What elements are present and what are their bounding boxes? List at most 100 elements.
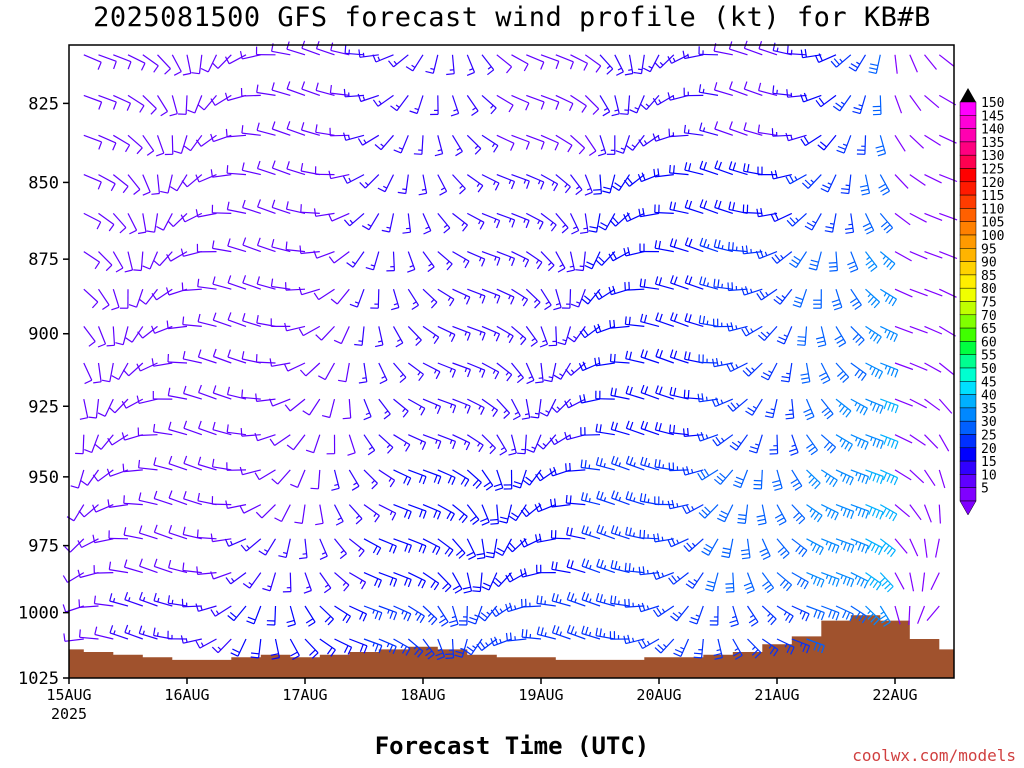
wind-barb xyxy=(156,95,169,117)
wind-barb xyxy=(713,239,733,253)
wind-barb xyxy=(342,174,365,184)
wind-barb xyxy=(256,276,276,290)
wind-barb xyxy=(525,362,535,385)
wind-barb xyxy=(540,212,557,232)
wind-barb xyxy=(269,434,291,446)
wind-barb xyxy=(271,121,291,136)
wind-barb xyxy=(334,538,347,560)
wind-barb xyxy=(348,572,367,590)
wind-barb xyxy=(806,638,825,654)
wind-barb xyxy=(758,82,778,96)
wind-barb xyxy=(693,638,704,659)
wind-barb xyxy=(817,134,837,151)
wind-barb xyxy=(393,638,411,656)
wind-barb xyxy=(490,605,512,617)
wind-barb xyxy=(195,209,217,218)
wind-barb xyxy=(654,276,674,290)
colorbar-swatch xyxy=(959,234,977,249)
wind-barb xyxy=(342,399,352,420)
wind-barb xyxy=(168,455,188,471)
wind-barb xyxy=(758,326,778,341)
wind-barb xyxy=(875,135,887,157)
wind-barb xyxy=(780,362,793,383)
wind-barb xyxy=(721,538,734,559)
wind-barb xyxy=(682,504,704,515)
wind-barb xyxy=(814,53,837,63)
wind-barb xyxy=(315,325,335,341)
wind-barb xyxy=(393,572,412,588)
wind-barb xyxy=(408,572,426,589)
wind-barb xyxy=(598,135,607,157)
wind-barb xyxy=(167,353,188,364)
wind-barb xyxy=(198,420,217,436)
colorbar-swatch xyxy=(959,115,977,129)
wind-barb xyxy=(348,469,360,491)
wind-barb xyxy=(652,570,675,580)
wind-barb xyxy=(481,94,497,115)
wind-barb xyxy=(109,625,129,640)
wind-barb xyxy=(138,625,158,640)
x-tick-label: 17AUG xyxy=(282,686,327,704)
wind-barb xyxy=(835,504,855,520)
wind-barb xyxy=(806,605,825,621)
wind-barb xyxy=(624,562,645,574)
wind-barb xyxy=(422,288,438,309)
wind-barb xyxy=(225,572,247,585)
wind-barb xyxy=(328,212,350,222)
wind-barb xyxy=(684,162,704,176)
wind-barb xyxy=(701,538,719,556)
wind-barb xyxy=(712,434,734,447)
wind-barb xyxy=(92,469,114,482)
wind-barb xyxy=(610,525,630,540)
wind-barb xyxy=(520,568,542,578)
wind-barb xyxy=(668,128,689,138)
wind-barb xyxy=(673,638,690,657)
wind-barb xyxy=(496,212,516,228)
wind-barb xyxy=(602,174,616,194)
wind-barb xyxy=(66,504,85,522)
wind-barb xyxy=(363,398,372,421)
wind-barb xyxy=(791,572,809,590)
wind-barb xyxy=(481,212,501,229)
wind-barb xyxy=(198,384,217,400)
colorbar-swatch xyxy=(959,341,977,355)
wind-barb xyxy=(142,174,151,196)
wind-barb xyxy=(865,605,880,626)
wind-barb xyxy=(565,494,586,506)
wind-barb xyxy=(772,469,783,491)
wind-barb xyxy=(596,490,615,506)
wind-barb xyxy=(242,199,261,214)
wind-barb xyxy=(422,504,442,520)
wind-barb xyxy=(166,251,188,262)
wind-barb xyxy=(80,469,99,486)
wind-barb xyxy=(638,134,660,147)
wind-barb xyxy=(791,504,806,525)
wind-barb xyxy=(173,135,188,154)
wind-barb xyxy=(924,94,940,109)
wind-barb xyxy=(566,624,586,640)
wind-barb xyxy=(127,94,145,113)
wind-barb xyxy=(610,560,630,574)
wind-barb xyxy=(566,526,586,540)
wind-barb xyxy=(938,434,950,452)
wind-barb xyxy=(445,638,455,659)
wind-barb xyxy=(167,212,188,228)
wind-barb xyxy=(334,638,353,655)
wind-barb xyxy=(136,362,158,372)
wind-barb xyxy=(714,121,733,136)
wind-barb xyxy=(241,162,261,176)
wind-barb xyxy=(393,538,412,554)
wind-barb xyxy=(620,95,631,115)
wind-barb xyxy=(94,626,114,640)
wind-barb xyxy=(519,537,542,548)
wind-barb xyxy=(284,398,306,412)
wind-barb xyxy=(909,134,925,149)
wind-barb xyxy=(422,572,440,591)
wind-barb xyxy=(348,504,363,525)
wind-barb xyxy=(654,54,675,69)
wind-barb xyxy=(640,456,660,471)
wind-barb xyxy=(496,288,515,305)
wind-barb xyxy=(212,348,232,364)
colorbar-swatch xyxy=(959,460,977,475)
plot-frame xyxy=(68,44,955,679)
